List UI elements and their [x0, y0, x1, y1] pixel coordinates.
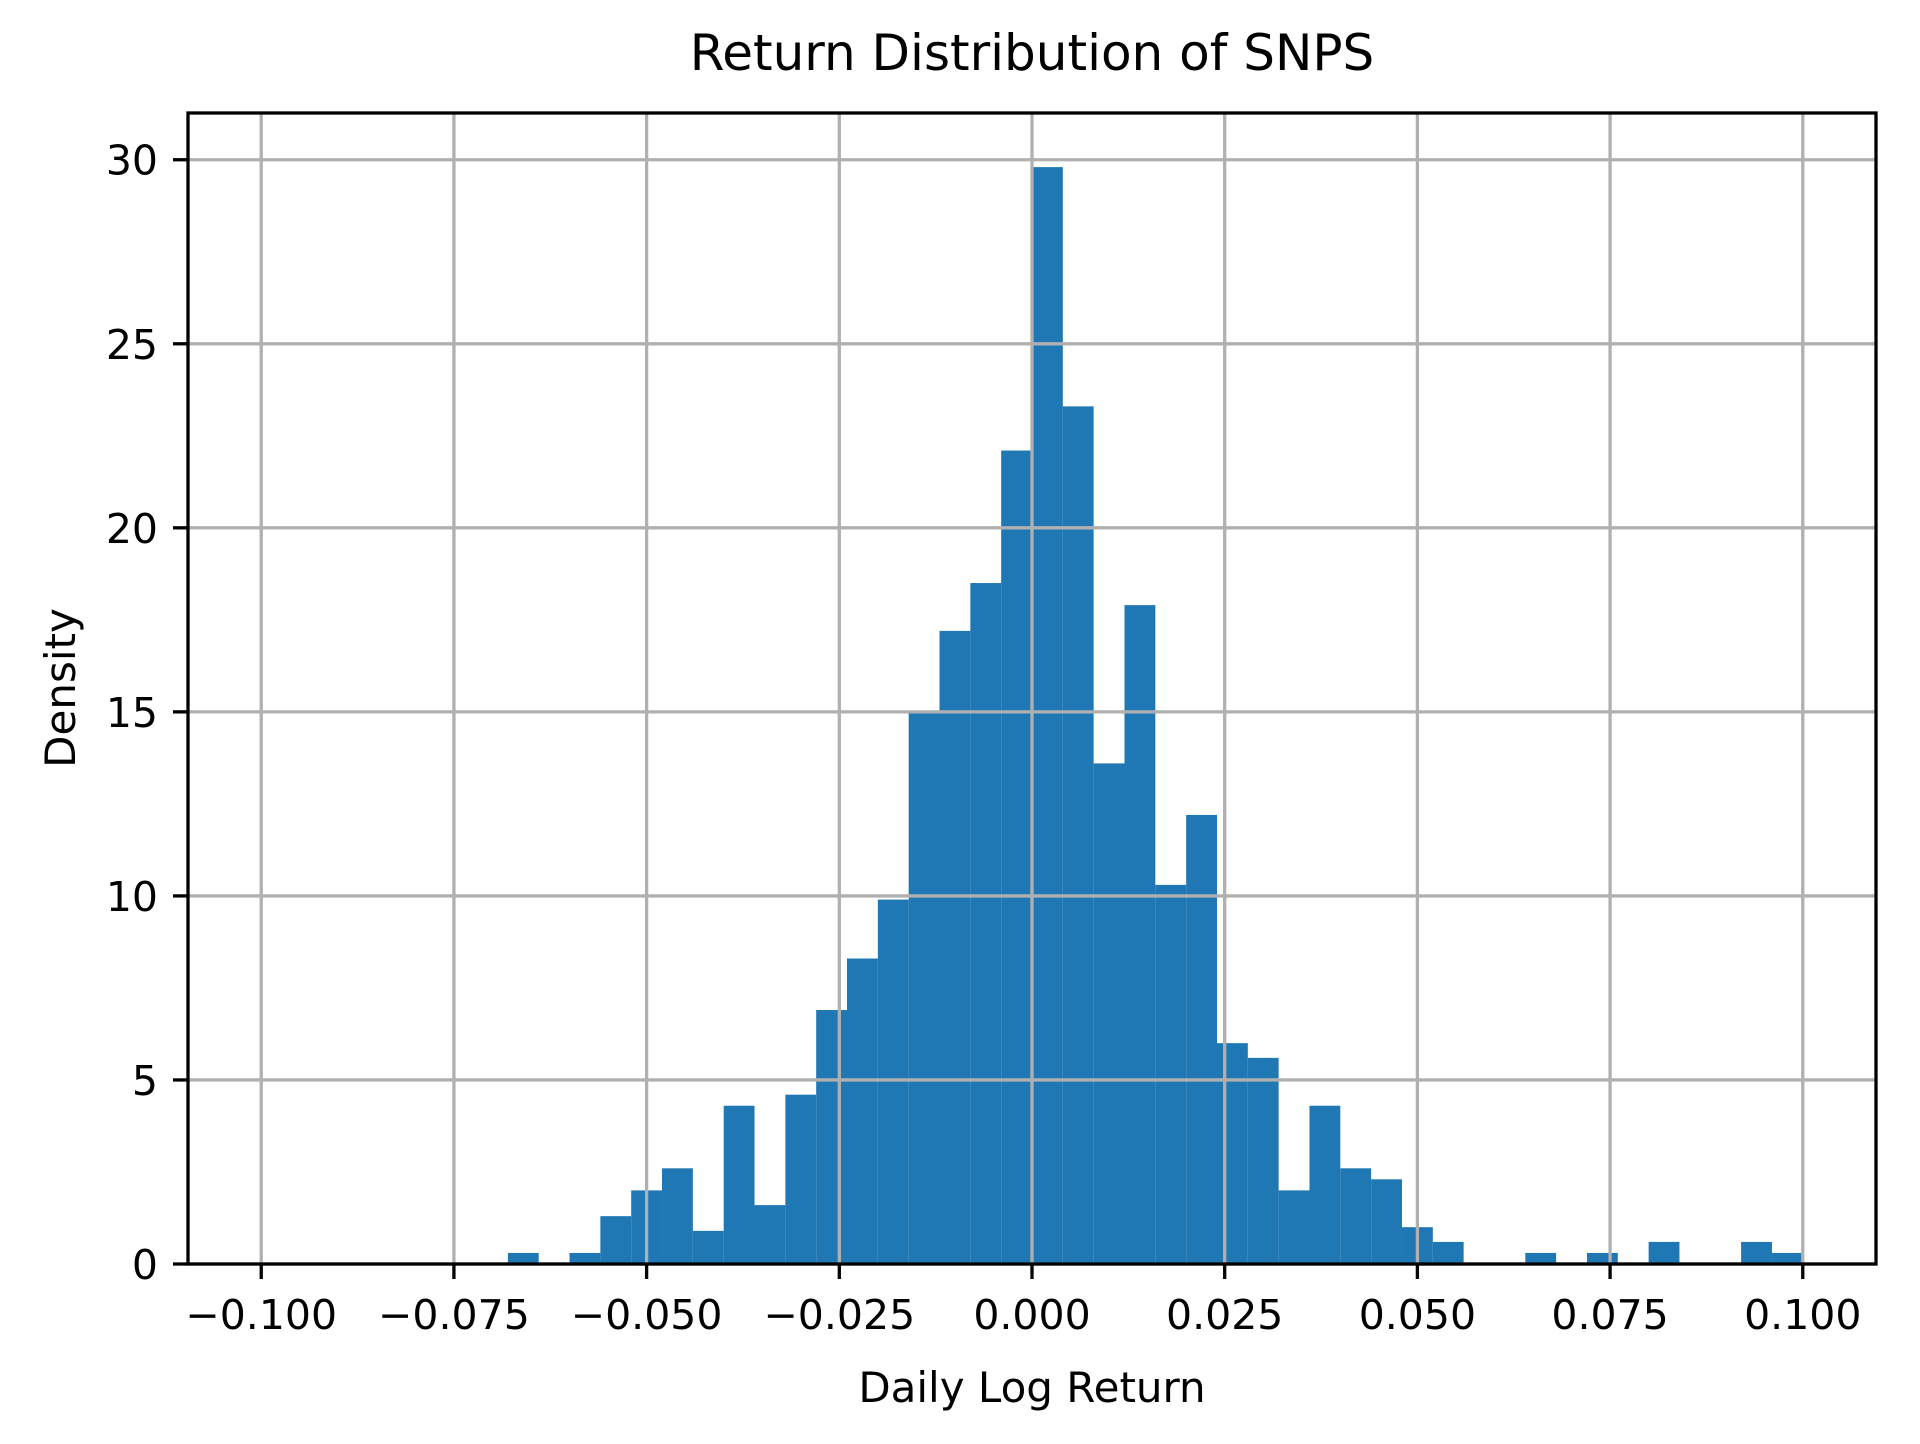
histogram-bar — [1525, 1252, 1557, 1264]
tick-group — [173, 158, 1805, 1279]
histogram-bar — [847, 958, 878, 1264]
x-tick-label: 0.075 — [1551, 1291, 1668, 1339]
y-tick-label: 0 — [132, 1241, 158, 1289]
x-tick-label: −0.025 — [763, 1291, 915, 1339]
histogram-bar — [1432, 1241, 1464, 1264]
histogram-bar — [970, 583, 1002, 1264]
x-tick-label: 0.050 — [1359, 1291, 1476, 1339]
histogram-bar — [816, 1010, 848, 1264]
histogram-bar — [1001, 450, 1032, 1264]
histogram-bar — [1124, 605, 1156, 1264]
x-tick-label: −0.075 — [378, 1291, 530, 1339]
histogram-bar — [785, 1094, 817, 1264]
ticklabel-group: −0.100 −0.075 −0.050 −0.025 0.000 0.025 0.050 0… — [106, 137, 1862, 1339]
histogram-bar — [1155, 884, 1187, 1264]
histogram-bar — [939, 630, 971, 1264]
x-tick-label: 0.100 — [1744, 1291, 1861, 1339]
y-axis-label: Density — [36, 608, 85, 768]
histogram-bar — [877, 899, 909, 1264]
histogram-bar — [1032, 167, 1063, 1265]
histogram-bar — [1371, 1179, 1402, 1264]
histogram-bar — [723, 1105, 755, 1264]
histogram-bar — [1741, 1241, 1772, 1264]
x-tick-label: 0.000 — [973, 1291, 1090, 1339]
histogram-bar — [1586, 1252, 1618, 1264]
chart-title: Return Distribution of SNPS — [690, 24, 1375, 82]
histogram-bar — [1340, 1168, 1372, 1264]
histogram-bar — [692, 1230, 724, 1264]
x-tick-label: 0.025 — [1166, 1291, 1283, 1339]
histogram-bar — [1216, 1043, 1248, 1264]
histogram-bar — [1247, 1057, 1279, 1264]
histogram-bar — [569, 1252, 601, 1264]
y-tick-label: 30 — [106, 137, 158, 185]
histogram-bar — [1278, 1190, 1310, 1264]
y-tick-label: 25 — [106, 321, 158, 369]
x-axis-label: Daily Log Return — [858, 1363, 1205, 1412]
y-tick-label: 20 — [106, 505, 158, 553]
bars-group — [507, 167, 1803, 1265]
histogram-bar — [754, 1205, 786, 1264]
y-tick-label: 10 — [106, 873, 158, 921]
y-tick-label: 15 — [106, 689, 158, 737]
histogram-bar — [1648, 1241, 1680, 1264]
histogram-bar — [1771, 1252, 1803, 1264]
histogram-bar — [662, 1168, 693, 1264]
histogram-bar — [1062, 406, 1094, 1264]
y-tick-label: 5 — [132, 1057, 158, 1105]
x-tick-label: −0.100 — [185, 1291, 337, 1339]
histogram-bar — [1309, 1105, 1341, 1264]
histogram-bar — [1186, 814, 1217, 1264]
x-tick-label: −0.050 — [571, 1291, 723, 1339]
histogram-bar — [1093, 763, 1125, 1264]
histogram-bar — [507, 1252, 539, 1264]
grid-group — [188, 113, 1876, 1266]
histogram-bar — [600, 1216, 632, 1264]
histogram-bar — [908, 711, 940, 1264]
